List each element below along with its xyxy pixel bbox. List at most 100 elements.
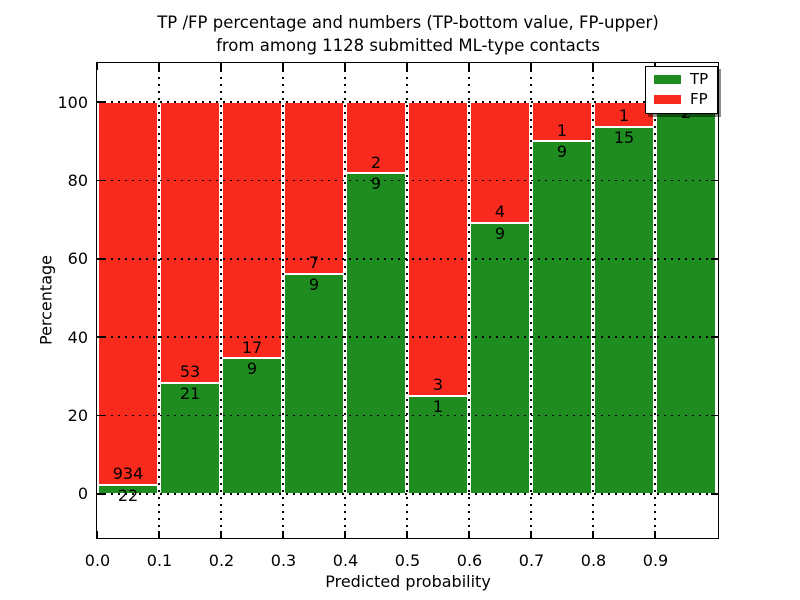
x-tick-label: 0.6 [456, 551, 483, 570]
x-tick-mark [96, 531, 98, 538]
y-tick-mark [711, 414, 718, 417]
y-tick-mark [97, 336, 104, 338]
x-tick-label: 0.8 [580, 551, 607, 570]
x-tick-mark [406, 531, 408, 538]
x-tick-mark [220, 63, 222, 70]
bar-tp-segment [594, 126, 654, 494]
x-tick-mark [220, 531, 222, 538]
bar-tp-segment [284, 273, 344, 494]
bar-tp-count-label: 1 [432, 396, 444, 416]
v-gridline [158, 63, 160, 537]
y-tick-mark [97, 493, 104, 495]
bar-fp-count-label: 2 [370, 152, 382, 172]
y-tick-mark [711, 493, 718, 495]
v-gridline [654, 63, 656, 537]
x-tick-label: 0.0 [84, 551, 111, 570]
legend-item: FP [654, 92, 708, 107]
x-tick-mark [468, 63, 470, 70]
x-tick-mark [406, 63, 408, 70]
bar-fp-segment [98, 102, 158, 485]
bar-tp-count-label: 9 [246, 359, 258, 379]
bar-tp-count-label: 15 [613, 127, 635, 147]
y-tick-mark [97, 179, 104, 182]
chart-title: TP /FP percentage and numbers (TP-bottom… [88, 11, 728, 57]
chart-title-line1: TP /FP percentage and numbers (TP-bottom… [157, 13, 659, 32]
x-tick-label: 0.3 [270, 551, 297, 570]
bar-tp-count-label: 9 [556, 142, 568, 162]
legend: TP FP [645, 66, 719, 114]
legend-label: FP [690, 90, 708, 108]
bar-tp-segment [470, 222, 530, 494]
y-tick-mark [711, 258, 718, 260]
x-tick-mark [96, 63, 98, 70]
y-tick-label: 0 [77, 484, 88, 504]
bar-tp-segment [346, 173, 406, 494]
y-tick-mark [711, 179, 718, 182]
v-gridline [282, 63, 284, 537]
bar-fp-count-label: 3 [432, 375, 444, 395]
bar-fp-count-label: 1 [556, 120, 568, 140]
x-tick-mark [530, 63, 532, 70]
x-tick-mark [344, 531, 346, 538]
bar-fp-segment [532, 102, 592, 142]
bar-tp-count-label: 9 [494, 223, 506, 243]
bar-tp-segment [656, 102, 716, 494]
legend-item: TP [654, 72, 708, 87]
x-tick-mark [344, 63, 346, 70]
y-tick-mark [97, 258, 104, 260]
bar-fp-segment [408, 102, 468, 396]
x-tick-mark [654, 531, 656, 538]
x-tick-mark [592, 63, 594, 70]
bar-tp-segment [222, 358, 282, 494]
y-tick-label: 20 [67, 406, 88, 426]
bar-tp-count-label: 9 [370, 174, 382, 194]
bar-tp-count-label: 22 [117, 485, 139, 505]
v-gridline [220, 63, 222, 537]
chart-title-line2: from among 1128 submitted ML-type contac… [216, 36, 600, 55]
y-tick-label: 100 [57, 92, 88, 112]
y-tick-mark [97, 414, 104, 417]
x-tick-label: 0.9 [642, 551, 669, 570]
y-tick-label: 60 [67, 249, 88, 269]
x-tick-mark [282, 63, 284, 70]
bar-fp-segment [284, 102, 344, 274]
legend-label: TP [690, 70, 709, 88]
x-tick-mark [158, 63, 160, 70]
v-gridline [530, 63, 532, 537]
legend-tp-swatch [654, 75, 681, 84]
x-tick-mark [158, 531, 160, 538]
bar-fp-segment [470, 102, 530, 223]
x-tick-mark [468, 531, 470, 538]
x-tick-label: 0.5 [394, 551, 421, 570]
bar-fp-count-label: 4 [494, 201, 506, 221]
x-tick-mark [530, 531, 532, 538]
x-tick-label: 0.1 [146, 551, 173, 570]
v-gridline [592, 63, 594, 537]
y-tick-label: 80 [67, 171, 88, 191]
legend-fp-swatch [654, 95, 681, 104]
bar-fp-count-label: 7 [308, 252, 320, 272]
x-tick-label: 0.2 [208, 551, 235, 570]
bar-tp-count-label: 9 [308, 274, 320, 294]
x-tick-label: 0.7 [518, 551, 545, 570]
bar-fp-segment [222, 102, 282, 359]
bar-fp-segment [346, 102, 406, 174]
x-axis-label: Predicted probability [325, 572, 491, 591]
bar-fp-segment [160, 102, 220, 383]
v-gridline [468, 63, 470, 537]
bar-fp-count-label: 17 [241, 337, 263, 357]
bar-fp-count-label: 53 [179, 361, 201, 381]
y-tick-label: 40 [67, 327, 88, 347]
bar-fp-count-label: 1 [618, 105, 630, 125]
x-tick-mark [592, 531, 594, 538]
v-gridline [406, 63, 408, 537]
bar-tp-count-label: 21 [179, 383, 201, 403]
bar-fp-count-label: 934 [112, 464, 144, 484]
y-tick-mark [97, 101, 104, 103]
bar-tp-segment [408, 395, 468, 494]
v-gridline [344, 63, 346, 537]
y-tick-mark [711, 336, 718, 338]
plot-area: 93422532117979293149191152 [96, 62, 719, 539]
bar-tp-segment [532, 141, 592, 494]
